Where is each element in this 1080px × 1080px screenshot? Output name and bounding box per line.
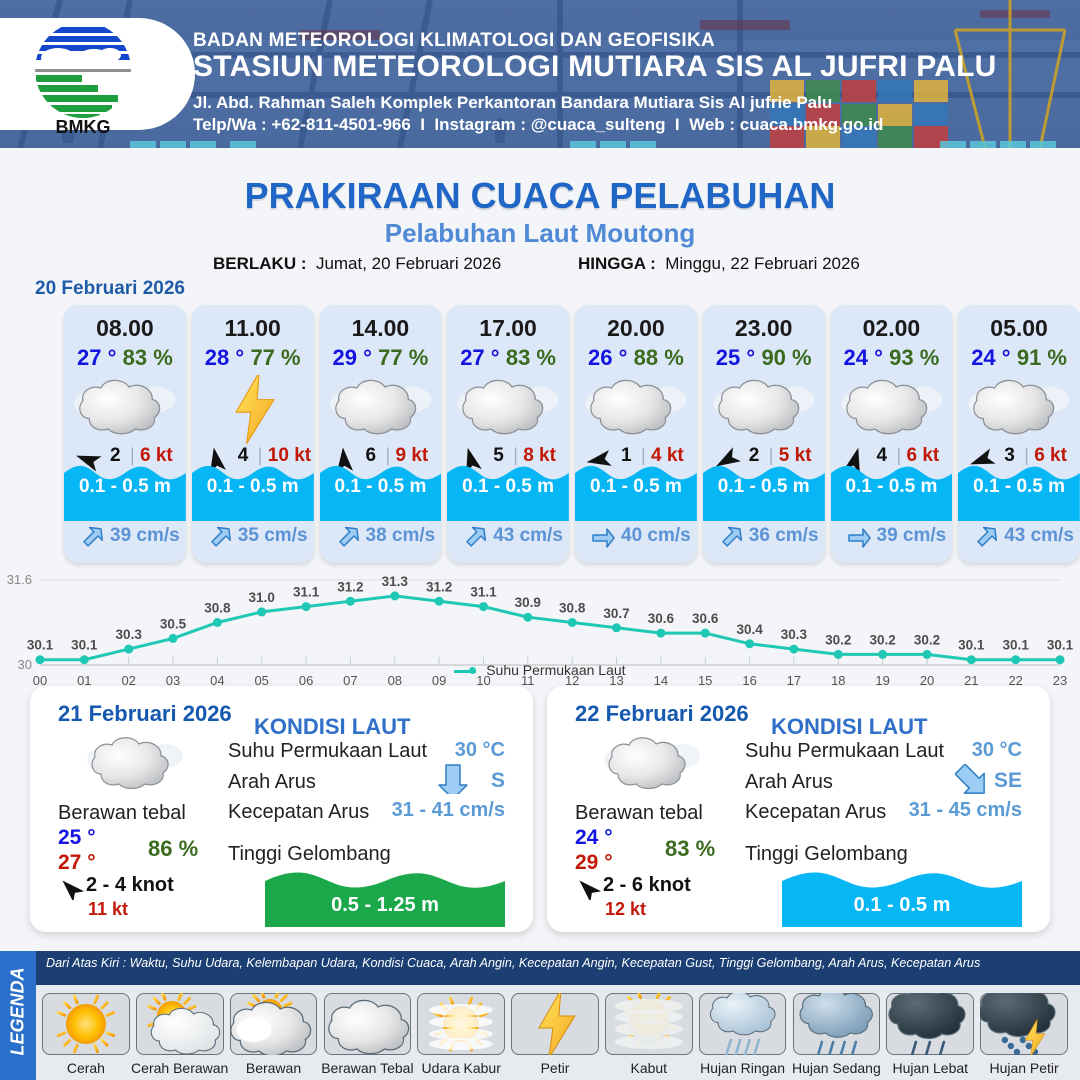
svg-text:31.2: 31.2 [337, 579, 363, 594]
svg-text:30.2: 30.2 [914, 632, 940, 647]
svg-text:31.1: 31.1 [470, 585, 497, 600]
svg-text:30.5: 30.5 [160, 616, 187, 631]
svg-text:30.3: 30.3 [116, 627, 143, 642]
svg-text:30.6: 30.6 [648, 611, 675, 626]
svg-text:30.1: 30.1 [1003, 638, 1030, 653]
svg-text:31.2: 31.2 [426, 579, 452, 594]
svg-text:30.7: 30.7 [603, 606, 629, 621]
svg-text:31.0: 31.0 [249, 590, 275, 605]
svg-text:31.1: 31.1 [293, 585, 320, 600]
svg-text:30.3: 30.3 [781, 627, 808, 642]
svg-text:30.1: 30.1 [71, 638, 98, 653]
svg-text:30.6: 30.6 [692, 611, 719, 626]
svg-text:30.4: 30.4 [736, 622, 763, 637]
svg-text:BMKG: BMKG [56, 117, 111, 133]
svg-text:31.3: 31.3 [382, 574, 409, 589]
svg-text:31.6: 31.6 [7, 572, 32, 587]
svg-text:30.2: 30.2 [825, 632, 851, 647]
svg-text:30.1: 30.1 [27, 638, 54, 653]
svg-text:30.9: 30.9 [515, 595, 541, 610]
svg-text:30.2: 30.2 [869, 632, 895, 647]
svg-text:30.1: 30.1 [1047, 638, 1074, 653]
svg-text:30.1: 30.1 [958, 638, 985, 653]
svg-text:30.8: 30.8 [559, 601, 586, 616]
svg-text:30.8: 30.8 [204, 601, 231, 616]
